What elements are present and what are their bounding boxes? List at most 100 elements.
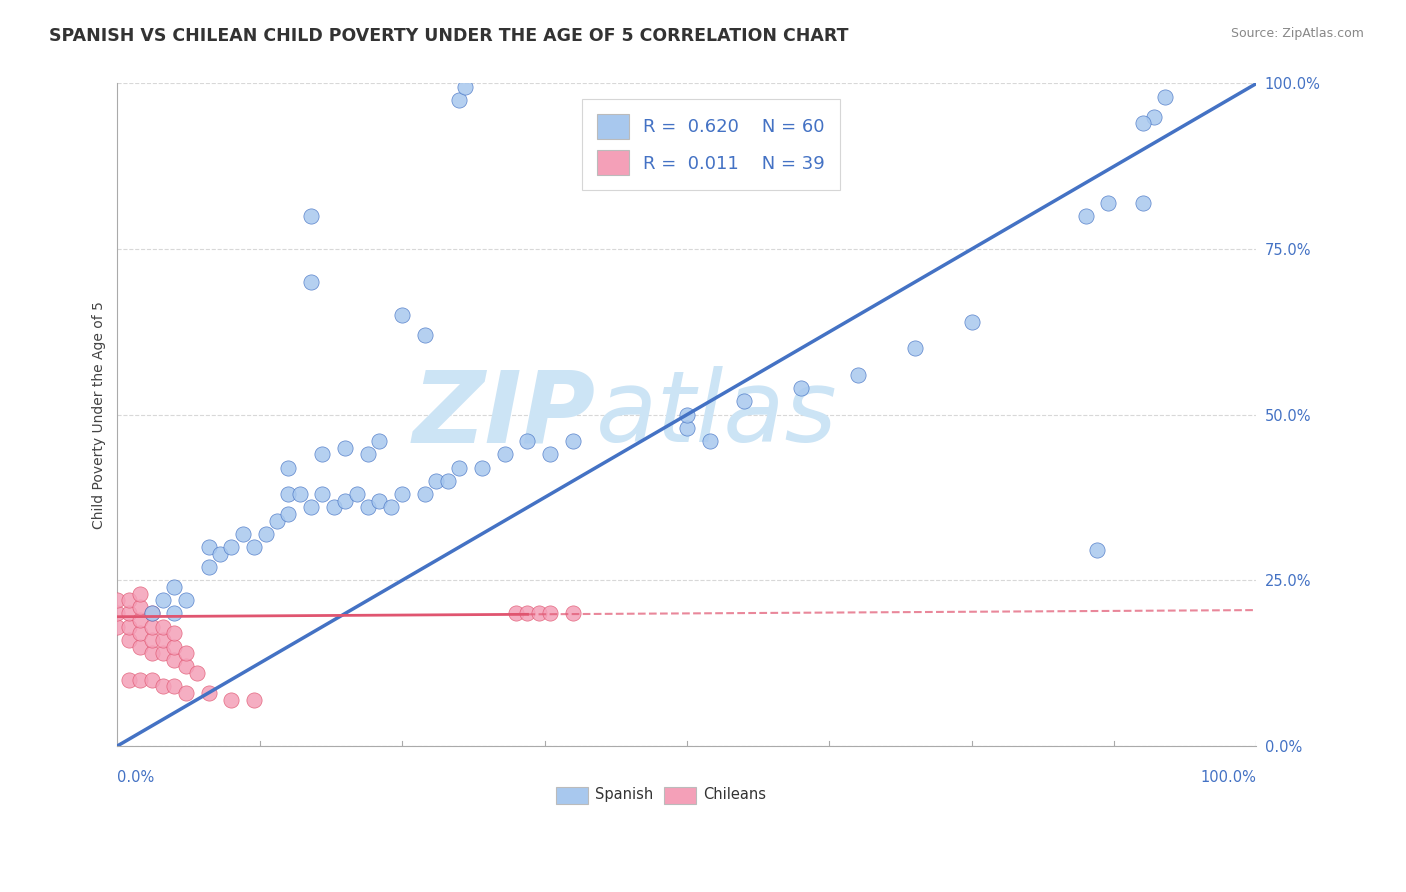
Point (1154, 89, 1177, 103)
Point (129, 613, 152, 627)
Point (425, 474, 447, 488)
Point (322, 500, 344, 515)
Point (311, 487, 333, 501)
Point (1143, 110, 1166, 124)
Point (733, 394, 755, 409)
Point (129, 626, 152, 640)
Y-axis label: Child Poverty Under the Age of 5: Child Poverty Under the Age of 5 (93, 301, 107, 529)
Point (494, 447, 516, 461)
Point (1132, 195, 1154, 210)
Point (454, 79, 477, 94)
Point (152, 593, 174, 607)
Point (174, 659, 197, 673)
Point (413, 328, 436, 343)
Point (221, 692, 243, 706)
Point (562, 434, 585, 449)
Point (516, 607, 538, 621)
Point (380, 500, 402, 515)
Point (129, 599, 152, 614)
FancyBboxPatch shape (555, 787, 588, 804)
Point (163, 653, 186, 667)
Point (299, 275, 322, 289)
Point (368, 434, 391, 449)
Point (299, 209, 322, 223)
Point (1132, 116, 1154, 130)
Point (186, 666, 208, 681)
Point (221, 540, 243, 554)
Point (288, 487, 311, 501)
Legend: R =  0.620    N = 60, R =  0.011    N = 39: R = 0.620 N = 60, R = 0.011 N = 39 (582, 99, 839, 190)
Point (118, 632, 141, 647)
Point (436, 474, 458, 488)
Point (538, 447, 561, 461)
Point (277, 460, 299, 475)
Point (699, 434, 721, 449)
Point (163, 580, 186, 594)
Point (449, 460, 471, 475)
Text: Spanish: Spanish (595, 788, 652, 803)
Point (391, 487, 413, 501)
Point (790, 381, 813, 395)
Point (516, 434, 538, 449)
Point (163, 607, 186, 621)
Point (208, 547, 231, 561)
Point (471, 460, 494, 475)
Point (118, 593, 141, 607)
Point (197, 686, 219, 700)
Point (141, 673, 163, 687)
Point (118, 620, 141, 634)
Point (141, 607, 163, 621)
Point (277, 487, 299, 501)
Point (335, 441, 357, 455)
Point (449, 93, 471, 107)
Point (346, 487, 368, 501)
Point (1074, 209, 1097, 223)
Point (163, 679, 186, 693)
Point (129, 586, 152, 600)
Point (266, 514, 288, 528)
Point (107, 620, 129, 634)
Point (538, 607, 561, 621)
Point (960, 315, 983, 329)
Text: atlas: atlas (596, 366, 838, 463)
Point (311, 447, 333, 461)
Point (152, 620, 174, 634)
Point (904, 342, 927, 356)
Point (163, 626, 186, 640)
Text: ZIP: ZIP (413, 366, 596, 463)
Point (174, 593, 197, 607)
Point (243, 540, 266, 554)
Point (152, 632, 174, 647)
Point (1097, 195, 1119, 210)
Point (141, 620, 163, 634)
Point (141, 632, 163, 647)
Point (676, 421, 699, 435)
Point (391, 308, 413, 322)
Point (174, 646, 197, 660)
Point (107, 607, 129, 621)
Text: 100.0%: 100.0% (1201, 771, 1257, 785)
Point (129, 673, 152, 687)
Point (232, 527, 254, 541)
Point (368, 493, 391, 508)
Point (129, 640, 152, 654)
Point (174, 686, 197, 700)
Text: SPANISH VS CHILEAN CHILD POVERTY UNDER THE AGE OF 5 CORRELATION CHART: SPANISH VS CHILEAN CHILD POVERTY UNDER T… (49, 27, 849, 45)
Text: Chileans: Chileans (703, 788, 766, 803)
Point (1085, 543, 1108, 558)
Point (335, 493, 357, 508)
Text: 0.0%: 0.0% (118, 771, 155, 785)
Point (118, 607, 141, 621)
Point (197, 560, 219, 574)
Point (197, 540, 219, 554)
Point (299, 500, 322, 515)
Point (277, 507, 299, 521)
Point (413, 487, 436, 501)
Point (357, 500, 380, 515)
Point (243, 692, 266, 706)
Point (152, 646, 174, 660)
Point (163, 640, 186, 654)
Point (846, 368, 869, 382)
Point (107, 593, 129, 607)
Point (141, 607, 163, 621)
